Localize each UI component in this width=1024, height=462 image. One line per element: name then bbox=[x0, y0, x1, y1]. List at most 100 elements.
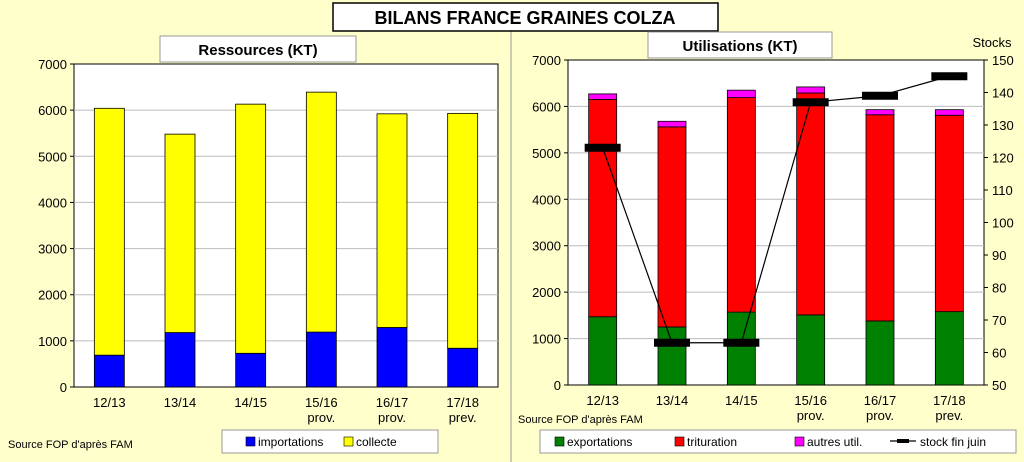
ressources-title-box bbox=[159, 35, 357, 63]
y-tick-label: 4000 bbox=[532, 192, 561, 207]
bar-importations bbox=[164, 332, 196, 388]
y-tick-label: 5000 bbox=[38, 149, 67, 164]
legend-swatch-autres util. bbox=[794, 436, 805, 447]
stocks-axis-label: Stocks bbox=[972, 35, 1012, 50]
bar-importations bbox=[305, 331, 337, 388]
y2-tick-label: 60 bbox=[992, 346, 1006, 361]
y2-tick-label: 140 bbox=[992, 86, 1014, 101]
y2-tick-label: 90 bbox=[992, 248, 1006, 263]
bar-collecte bbox=[164, 133, 196, 333]
bar-autres-util- bbox=[865, 109, 895, 116]
bar-collecte bbox=[235, 103, 267, 354]
bar-trituration bbox=[796, 92, 826, 316]
y-tick-label: 4000 bbox=[38, 195, 67, 210]
bar-trituration bbox=[657, 126, 687, 328]
bar-importations bbox=[447, 347, 479, 388]
utilisations-legend bbox=[539, 429, 1017, 454]
y2-tick-label: 130 bbox=[992, 118, 1014, 133]
legend-marker-stock bbox=[897, 439, 909, 443]
ressources-plot-area bbox=[73, 63, 499, 388]
legend-label-importations: importations bbox=[258, 435, 323, 449]
bar-importations bbox=[93, 354, 125, 388]
x-tick-label: prov. bbox=[307, 410, 335, 425]
x-tick-label: 17/18 bbox=[446, 395, 479, 410]
legend-label-exportations: exportations bbox=[567, 435, 632, 449]
legend-label-stock: stock fin juin bbox=[920, 435, 986, 449]
bar-autres-util- bbox=[588, 93, 618, 100]
stock-marker bbox=[862, 91, 898, 100]
bar-trituration bbox=[726, 97, 756, 313]
legend-swatch-importations bbox=[245, 436, 256, 447]
y2-tick-label: 100 bbox=[992, 216, 1014, 231]
y2-tick-label: 150 bbox=[992, 53, 1014, 68]
bar-trituration bbox=[588, 99, 618, 318]
x-tick-label: prov. bbox=[797, 408, 825, 423]
bar-autres-util- bbox=[657, 120, 687, 128]
bar-exportations bbox=[865, 320, 895, 386]
y-tick-label: 3000 bbox=[38, 242, 67, 257]
x-tick-label: 15/16 bbox=[305, 395, 338, 410]
bar-importations bbox=[376, 327, 408, 388]
bar-trituration bbox=[934, 114, 964, 313]
legend-swatch-exportations bbox=[554, 436, 565, 447]
x-tick-label: 13/14 bbox=[164, 395, 197, 410]
y-tick-label: 0 bbox=[60, 380, 67, 395]
legend-label-autres util.: autres util. bbox=[807, 435, 862, 449]
legend-label-collecte: collecte bbox=[356, 435, 397, 449]
bar-exportations bbox=[657, 326, 687, 386]
ressources-title: Ressources (KT) bbox=[198, 42, 317, 59]
x-tick-label: prov. bbox=[866, 408, 894, 423]
bar-collecte bbox=[305, 91, 337, 333]
y-tick-label: 2000 bbox=[532, 285, 561, 300]
y-tick-label: 7000 bbox=[532, 53, 561, 68]
bar-exportations bbox=[588, 316, 618, 386]
stock-marker bbox=[654, 338, 690, 347]
ressources-legend bbox=[221, 429, 439, 454]
bar-exportations bbox=[934, 311, 964, 386]
utilisations-title-box bbox=[647, 31, 833, 59]
legend-swatch-collecte bbox=[343, 436, 354, 447]
bar-collecte bbox=[93, 107, 125, 356]
bar-trituration bbox=[865, 114, 895, 322]
y-tick-label: 3000 bbox=[532, 239, 561, 254]
x-tick-label: 14/15 bbox=[234, 395, 267, 410]
bar-exportations bbox=[726, 311, 756, 386]
y-tick-label: 5000 bbox=[532, 146, 561, 161]
y-tick-label: 0 bbox=[554, 378, 561, 393]
y2-tick-label: 70 bbox=[992, 313, 1006, 328]
stock-marker bbox=[584, 143, 621, 152]
y-tick-label: 7000 bbox=[38, 57, 67, 72]
bar-autres-util- bbox=[726, 89, 756, 99]
x-tick-label: 16/17 bbox=[376, 395, 409, 410]
y-tick-label: 1000 bbox=[532, 332, 561, 347]
x-tick-label: prev. bbox=[935, 408, 963, 423]
stock-marker bbox=[931, 72, 968, 81]
bar-collecte bbox=[447, 112, 479, 349]
main-title: BILANS FRANCE GRAINES COLZA bbox=[375, 8, 676, 28]
y-tick-label: 1000 bbox=[38, 334, 67, 349]
x-tick-label: 17/18 bbox=[933, 393, 966, 408]
x-tick-label: 14/15 bbox=[725, 393, 758, 408]
legend-label-trituration: trituration bbox=[687, 435, 737, 449]
y2-tick-label: 80 bbox=[992, 281, 1006, 296]
main-title-box bbox=[332, 2, 719, 32]
y2-tick-label: 120 bbox=[992, 151, 1014, 166]
y-tick-label: 6000 bbox=[532, 99, 561, 114]
y2-tick-label: 110 bbox=[992, 183, 1013, 198]
legend-swatch-trituration bbox=[674, 436, 685, 447]
bar-exportations bbox=[796, 314, 826, 386]
source-left: Source FOP d'après FAM bbox=[8, 439, 133, 451]
x-tick-label: 13/14 bbox=[656, 393, 689, 408]
x-tick-label: prov. bbox=[378, 410, 406, 425]
source-right: Source FOP d'après FAM bbox=[518, 414, 643, 426]
y-tick-label: 2000 bbox=[38, 288, 67, 303]
y2-tick-label: 50 bbox=[992, 378, 1006, 393]
bar-autres-util- bbox=[934, 109, 964, 116]
x-tick-label: 15/16 bbox=[794, 393, 827, 408]
bar-importations bbox=[235, 352, 267, 388]
x-tick-label: 12/13 bbox=[93, 395, 126, 410]
y-tick-label: 6000 bbox=[38, 103, 67, 118]
x-tick-label: 16/17 bbox=[864, 393, 897, 408]
